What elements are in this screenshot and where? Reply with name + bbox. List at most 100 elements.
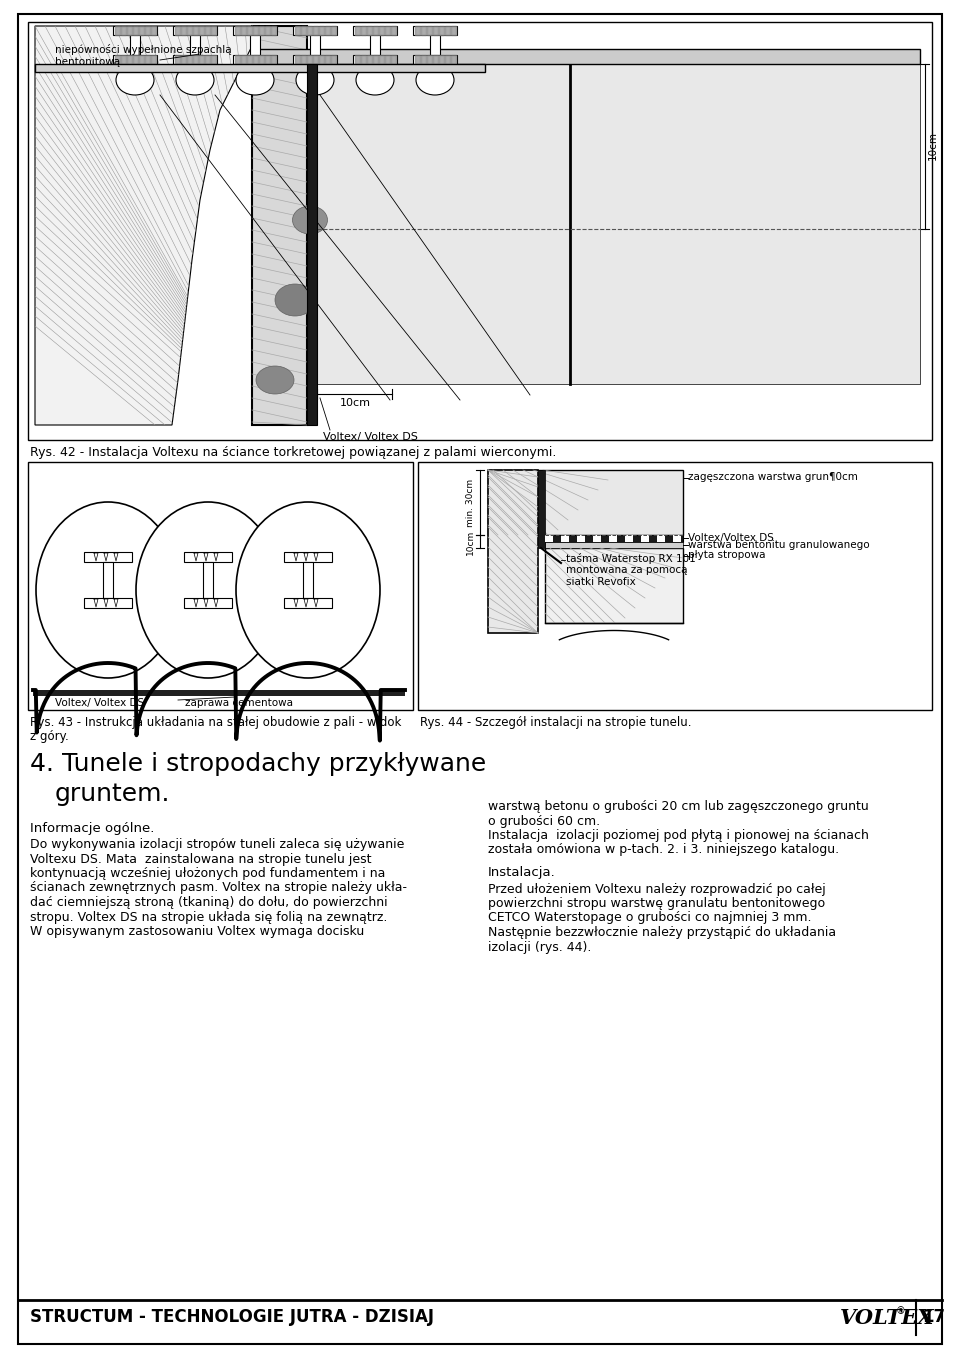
Polygon shape (145, 26, 150, 35)
Ellipse shape (356, 65, 394, 95)
Bar (252, 26, 307, 425)
Polygon shape (199, 56, 204, 64)
Bar (418, 462, 932, 710)
Bar (641, 535, 649, 542)
Polygon shape (379, 56, 384, 64)
Bar (84, 551, 132, 562)
Polygon shape (361, 56, 366, 64)
Polygon shape (385, 56, 390, 64)
Polygon shape (325, 26, 330, 35)
Polygon shape (181, 56, 186, 64)
Text: Instalacja.: Instalacja. (488, 866, 556, 879)
Bar (293, 56, 337, 64)
Polygon shape (181, 26, 186, 35)
Text: została omówiona w p-tach. 2. i 3. niniejszego katalogu.: została omówiona w p-tach. 2. i 3. ninie… (488, 843, 839, 857)
Text: taśma Waterstop RX 101: taśma Waterstop RX 101 (566, 553, 696, 564)
Polygon shape (439, 56, 444, 64)
Polygon shape (187, 56, 192, 64)
Text: 10cm: 10cm (928, 132, 938, 160)
Text: z góry.: z góry. (30, 731, 69, 743)
Bar (84, 598, 132, 608)
Polygon shape (265, 26, 270, 35)
Text: Voltex/ Voltex DS: Voltex/ Voltex DS (55, 698, 144, 708)
Polygon shape (205, 56, 210, 64)
Polygon shape (367, 56, 372, 64)
Polygon shape (301, 56, 306, 64)
Polygon shape (235, 56, 240, 64)
Bar (488, 470, 683, 535)
Text: ścianach zewnętrznych pasm. Voltex na stropie należy ukła-: ścianach zewnętrznych pasm. Voltex na st… (30, 881, 407, 895)
Polygon shape (211, 56, 216, 64)
Bar (303, 562, 313, 598)
Ellipse shape (416, 65, 454, 95)
Polygon shape (175, 26, 180, 35)
Text: zagęszczona warstwa grun¶0cm: zagęszczona warstwa grun¶0cm (688, 473, 858, 482)
Text: Voltexu DS. Mata  zainstalowana na stropie tunelu jest: Voltexu DS. Mata zainstalowana na stropi… (30, 853, 372, 865)
Bar (173, 26, 217, 35)
Bar (233, 56, 277, 64)
Polygon shape (271, 26, 276, 35)
Bar (353, 56, 397, 64)
Polygon shape (445, 26, 450, 35)
Polygon shape (121, 26, 126, 35)
Text: Voltex/ Voltex DS: Voltex/ Voltex DS (323, 432, 418, 441)
Bar (673, 535, 681, 542)
Text: o grubości 60 cm.: o grubości 60 cm. (488, 815, 600, 827)
Bar (307, 64, 317, 425)
Polygon shape (145, 56, 150, 64)
Bar (113, 26, 157, 35)
Polygon shape (313, 56, 318, 64)
Text: siatki Revofix: siatki Revofix (566, 577, 636, 587)
Bar (657, 535, 665, 542)
Ellipse shape (275, 284, 315, 316)
Text: Informacje ogólne.: Informacje ogólne. (30, 822, 155, 835)
Bar (203, 562, 213, 598)
Bar (190, 35, 200, 56)
Polygon shape (355, 56, 360, 64)
Polygon shape (187, 26, 192, 35)
Polygon shape (115, 26, 120, 35)
Polygon shape (175, 56, 180, 64)
Text: Rys. 44 - Szczegół instalacji na stropie tunelu.: Rys. 44 - Szczegół instalacji na stropie… (420, 716, 691, 729)
Polygon shape (253, 26, 258, 35)
Text: izolacji (rys. 44).: izolacji (rys. 44). (488, 941, 591, 953)
Bar (625, 535, 633, 542)
Polygon shape (331, 56, 336, 64)
Polygon shape (133, 56, 138, 64)
Bar (284, 551, 332, 562)
Text: niерówności wypełnione szpachlą: niерówności wypełnione szpachlą (55, 43, 231, 56)
Polygon shape (253, 56, 258, 64)
Text: VOLTEX: VOLTEX (840, 1308, 934, 1328)
Polygon shape (247, 56, 252, 64)
Bar (353, 26, 397, 35)
Polygon shape (241, 26, 246, 35)
Polygon shape (391, 56, 396, 64)
Polygon shape (115, 56, 120, 64)
Text: kontynuacją wcześniej ułożonych pod fundamentem i na: kontynuacją wcześniej ułożonych pod fund… (30, 866, 385, 880)
Polygon shape (211, 26, 216, 35)
Polygon shape (235, 26, 240, 35)
Text: bentonitową: bentonitową (55, 57, 120, 67)
Polygon shape (295, 56, 300, 64)
Text: Voltex/Voltex DS: Voltex/Voltex DS (688, 532, 774, 543)
Polygon shape (271, 56, 276, 64)
Bar (430, 35, 440, 56)
Polygon shape (205, 26, 210, 35)
Polygon shape (193, 56, 198, 64)
Bar (317, 64, 920, 384)
Polygon shape (325, 56, 330, 64)
Polygon shape (385, 26, 390, 35)
Bar (370, 35, 380, 56)
Bar (173, 56, 217, 64)
Polygon shape (373, 56, 378, 64)
Polygon shape (193, 26, 198, 35)
Ellipse shape (296, 65, 334, 95)
Polygon shape (35, 26, 260, 425)
Polygon shape (421, 26, 426, 35)
Polygon shape (265, 56, 270, 64)
Bar (310, 35, 320, 56)
Polygon shape (313, 26, 318, 35)
Bar (293, 26, 337, 35)
Polygon shape (445, 56, 450, 64)
Text: Instalacja  izolacji poziomej pod płytą i pionowej na ścianach: Instalacja izolacji poziomej pod płytą i… (488, 828, 869, 842)
